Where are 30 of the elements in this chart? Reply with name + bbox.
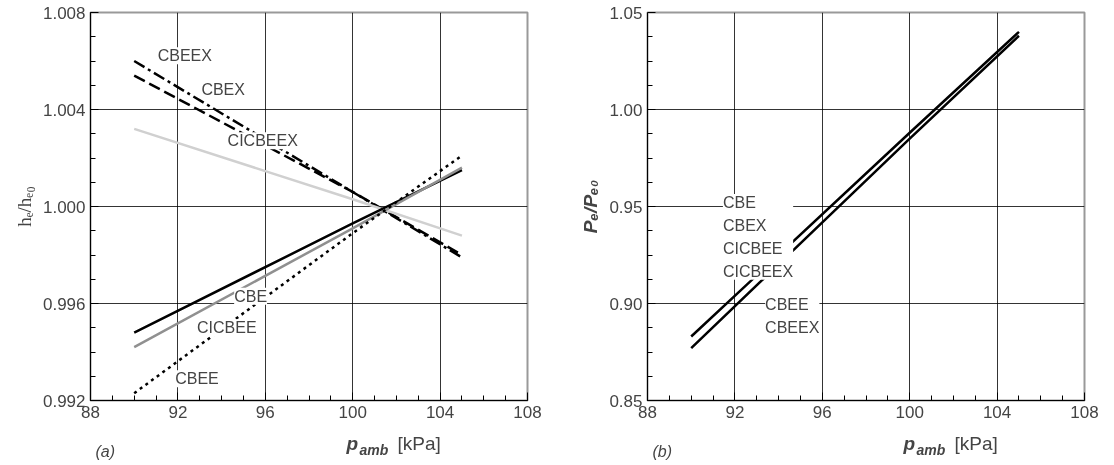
x-tick-label: 100	[338, 402, 367, 422]
x-tick-label: 96	[255, 402, 275, 422]
annotation: CBEE CBEEX	[765, 296, 820, 337]
y-tick-label: 0.95	[609, 197, 643, 217]
x-tick-label: 92	[725, 402, 745, 422]
x-tick-label: 92	[168, 402, 188, 422]
x-tick-label: 104	[425, 402, 455, 422]
y-tick-label: 0.90	[609, 294, 643, 314]
x-tick-label: 104	[982, 402, 1012, 422]
text: (b)	[652, 442, 673, 460]
x-tick-label: 108	[513, 402, 542, 422]
y-tick-label: 1.004	[42, 100, 86, 120]
y-tick-label: 1.008	[42, 3, 86, 23]
annotation: CBE CBEX CICBEE CICBEEX	[722, 193, 794, 280]
annotation: CBEEX	[157, 47, 213, 65]
annotation: CBE	[234, 287, 268, 305]
annotation: CBEX	[201, 81, 246, 99]
y-tick-label: 0.996	[42, 294, 86, 314]
y-tick-label: 1.05	[609, 3, 643, 23]
y-axis-title: Pₑ/Pₑ₀	[580, 179, 602, 234]
x-tick-label: 100	[895, 402, 924, 422]
annotation: CICBEE	[197, 319, 257, 337]
text: (a)	[95, 442, 116, 460]
annotation: CBEE	[175, 370, 219, 388]
y-axis-title: hₑ/hₑ₀	[13, 186, 35, 227]
x-tick-label: 96	[812, 402, 832, 422]
y-tick-label: 1.000	[42, 197, 86, 217]
x-tick-label: 108	[1070, 402, 1099, 422]
annotation: CICBEEX	[227, 132, 299, 150]
y-tick-label: 1.00	[609, 100, 643, 120]
